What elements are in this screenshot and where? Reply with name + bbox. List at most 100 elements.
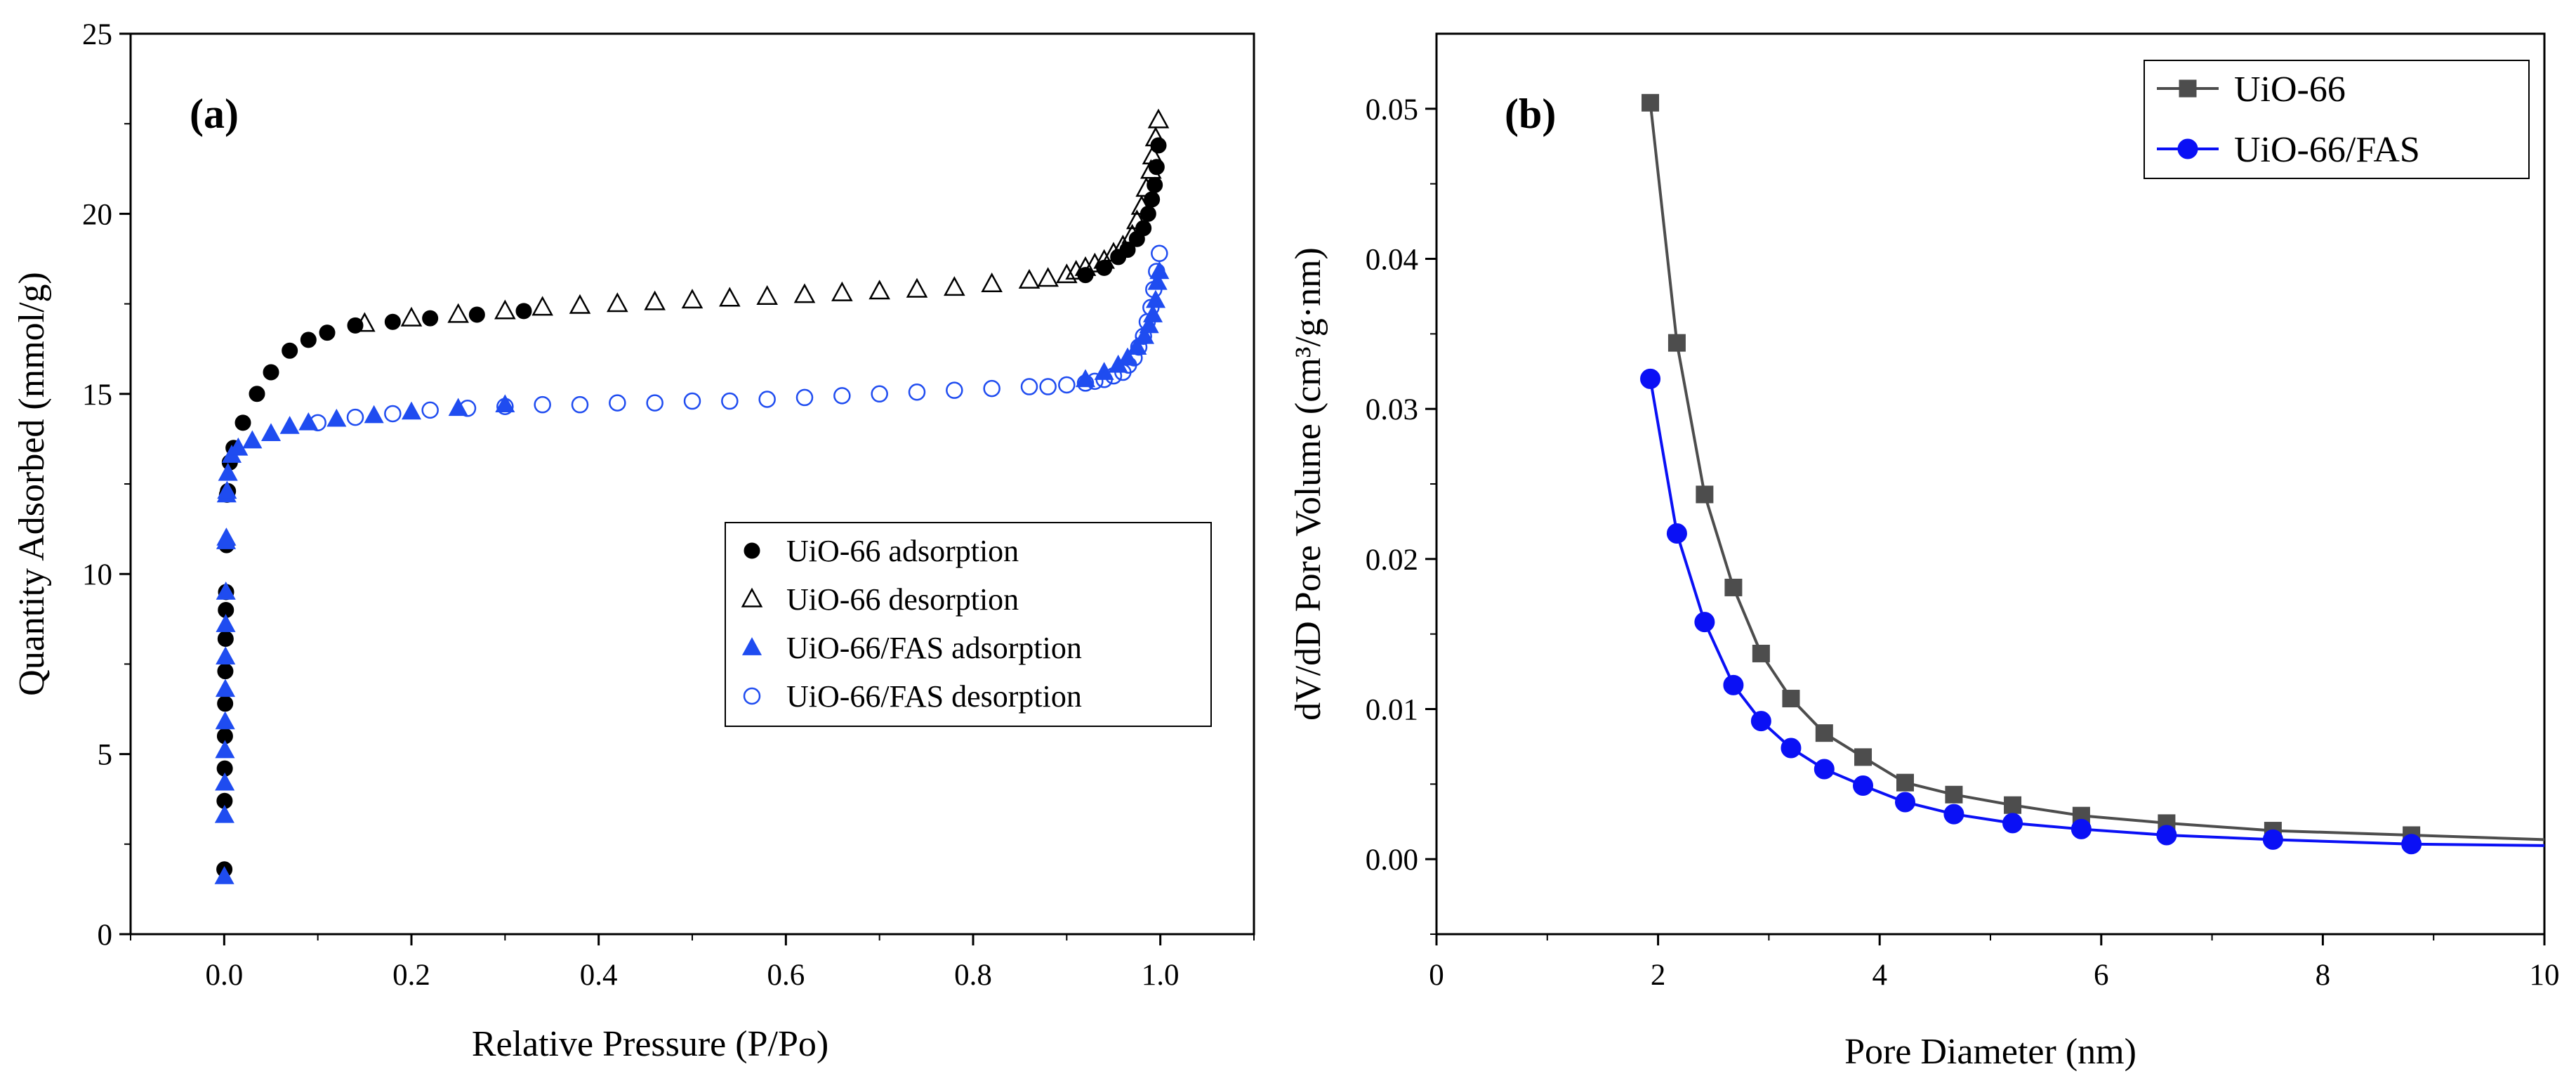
data-point bbox=[1140, 159, 1162, 179]
data-point bbox=[1896, 773, 1914, 792]
data-point bbox=[2002, 813, 2023, 834]
legend-label: UiO-66 desorption bbox=[786, 582, 1019, 617]
x-tick-label: 0.8 bbox=[954, 959, 992, 992]
data-point bbox=[1752, 644, 1770, 662]
data-point bbox=[1666, 523, 1687, 544]
data-point bbox=[228, 437, 249, 456]
data-point bbox=[1750, 711, 1771, 732]
data-point bbox=[1020, 378, 1038, 395]
data-point bbox=[216, 581, 236, 600]
data-point bbox=[401, 401, 422, 420]
x-tick-label: 0.4 bbox=[580, 959, 618, 992]
data-point bbox=[2401, 834, 2422, 855]
data-point bbox=[364, 405, 384, 424]
data-point bbox=[347, 317, 364, 334]
panel-a-ticks: 0.0 0.2 0.4 0.6 0.8 1.0 0 5 10 15 20 25 bbox=[82, 18, 1255, 992]
data-point bbox=[983, 379, 1000, 398]
panel-a-legend: UiO-66 adsorption UiO-66 desorption UiO-66… bbox=[725, 522, 1212, 727]
data-point bbox=[215, 740, 235, 759]
data-point bbox=[831, 281, 853, 301]
legend-marker bbox=[741, 637, 762, 655]
data-point bbox=[1093, 249, 1115, 269]
data-point bbox=[1095, 371, 1113, 388]
legend-label: UiO-66 adsorption bbox=[786, 534, 1019, 568]
x-tick-label: 0.0 bbox=[205, 959, 243, 992]
panel-b-pore-size-distribution: 0 2 4 6 8 10 0.00 0.01 0.02 0.03 0.04 0.05 (b) Pore… bbox=[1288, 32, 2560, 1072]
panel-a-x-axis-label: Relative Pressure (P/Po) bbox=[472, 1024, 828, 1064]
data-point bbox=[468, 306, 485, 323]
y-tick-label: 0.05 bbox=[1366, 93, 1418, 126]
data-point bbox=[216, 646, 236, 664]
legend-label: UiO-66/FAS bbox=[2234, 130, 2420, 170]
series-line bbox=[1649, 379, 2545, 847]
data-point bbox=[496, 398, 514, 415]
data-point bbox=[571, 395, 589, 414]
data-point bbox=[384, 313, 401, 330]
data-point bbox=[1853, 775, 1874, 796]
data-point bbox=[1075, 369, 1096, 388]
data-point bbox=[494, 299, 516, 320]
panel-b-ticks: 0 2 4 6 8 10 0.00 0.01 0.02 0.03 0.04 0.05 bbox=[1366, 93, 2560, 992]
data-point bbox=[215, 772, 235, 791]
panel-b-legend: UiO-66 UiO-66/FAS bbox=[2144, 60, 2530, 179]
data-point bbox=[1086, 372, 1104, 391]
data-point bbox=[495, 394, 515, 413]
data-point bbox=[447, 303, 469, 323]
data-point bbox=[1056, 263, 1078, 284]
data-point bbox=[1782, 690, 1800, 708]
data-point bbox=[2156, 825, 2177, 846]
y-tick-label: 0.04 bbox=[1366, 244, 1418, 277]
data-point bbox=[242, 430, 263, 449]
data-point bbox=[215, 711, 235, 730]
panel-a-data-points bbox=[214, 108, 1170, 884]
data-point bbox=[946, 381, 963, 399]
data-point bbox=[646, 394, 663, 412]
data-point bbox=[1694, 612, 1715, 633]
x-tick-label: 0.6 bbox=[767, 959, 805, 992]
data-point bbox=[309, 414, 326, 432]
data-point bbox=[1640, 368, 1661, 389]
data-point bbox=[833, 387, 851, 405]
data-point bbox=[1781, 738, 1802, 759]
y-tick-label: 20 bbox=[82, 198, 112, 231]
legend-label: UiO-66/FAS desorption bbox=[786, 679, 1082, 714]
data-point bbox=[1039, 378, 1057, 395]
x-tick-label: 0.2 bbox=[392, 959, 430, 992]
legend-marker bbox=[2177, 138, 2198, 159]
data-point bbox=[1145, 280, 1163, 299]
data-point bbox=[326, 408, 347, 427]
data-point bbox=[1945, 785, 1963, 804]
data-point bbox=[534, 395, 551, 414]
y-tick-label: 25 bbox=[82, 18, 112, 51]
data-point bbox=[249, 386, 265, 402]
data-point bbox=[1104, 367, 1123, 385]
x-tick-label: 4 bbox=[1872, 959, 1887, 992]
data-point bbox=[282, 342, 298, 359]
legend-marker bbox=[744, 542, 760, 559]
data-point bbox=[217, 631, 234, 648]
panel-b-label: (b) bbox=[1505, 91, 1556, 137]
data-point bbox=[721, 392, 739, 410]
data-point bbox=[871, 385, 888, 403]
y-tick-label: 0.00 bbox=[1366, 844, 1418, 877]
data-point bbox=[795, 388, 814, 407]
x-tick-label: 0 bbox=[1429, 959, 1444, 992]
data-point bbox=[1724, 578, 1743, 596]
y-tick-label: 0.03 bbox=[1366, 393, 1418, 426]
data-point bbox=[1130, 195, 1153, 215]
series-uio-66-fas bbox=[1640, 368, 2545, 855]
y-tick-label: 0 bbox=[98, 919, 113, 952]
data-point bbox=[1696, 485, 1714, 504]
data-point bbox=[215, 679, 235, 697]
data-point bbox=[1144, 126, 1167, 147]
data-point bbox=[1121, 223, 1143, 244]
data-point bbox=[1943, 804, 1964, 825]
y-tick-label: 0.01 bbox=[1366, 694, 1418, 727]
data-point bbox=[217, 663, 234, 680]
legend-marker bbox=[741, 587, 763, 608]
panel-b-y-axis-label: dV/dD Pore Volume (cm³/g·nm) bbox=[1288, 247, 1328, 721]
data-point bbox=[319, 325, 336, 341]
data-point bbox=[756, 284, 778, 305]
y-tick-label: 0.02 bbox=[1366, 544, 1418, 577]
data-point bbox=[681, 289, 704, 309]
